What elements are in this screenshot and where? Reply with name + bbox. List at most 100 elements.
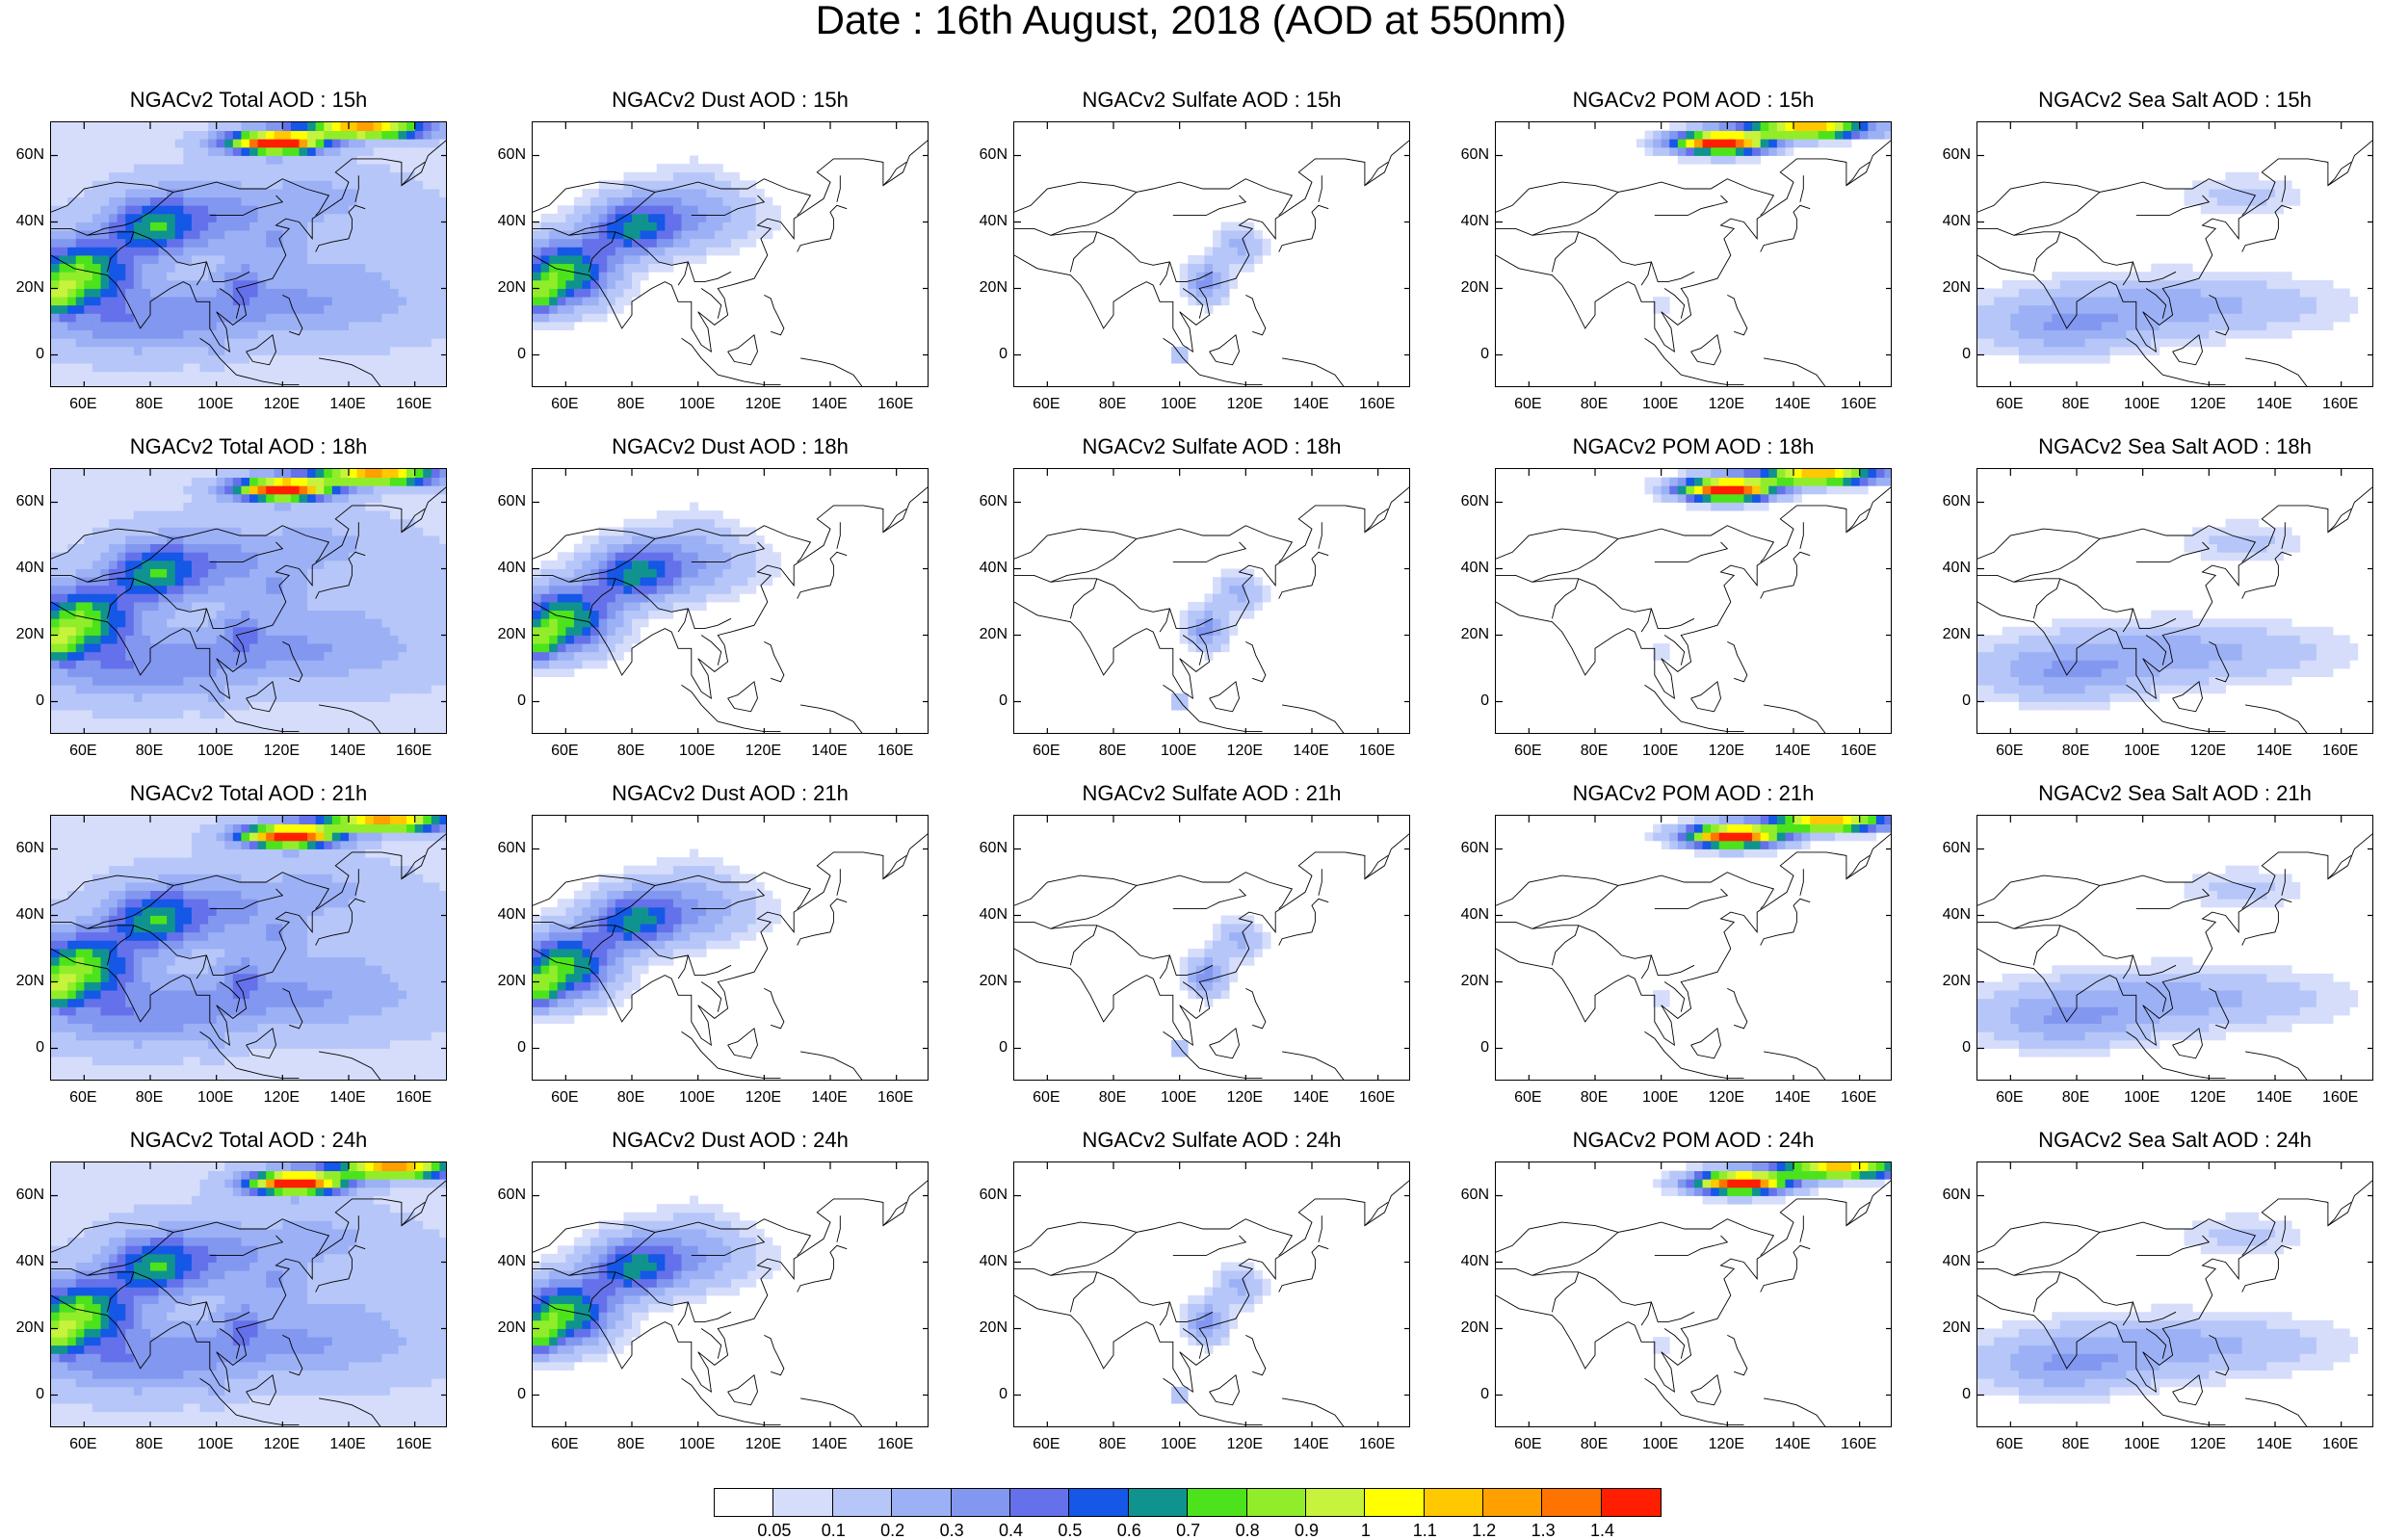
aod-cell <box>60 355 68 364</box>
aod-cell <box>432 478 440 486</box>
aod-cell <box>381 214 390 222</box>
aod-cell <box>142 272 150 280</box>
aod-cell <box>439 289 447 298</box>
aod-cell <box>2234 272 2242 280</box>
aod-cell <box>374 552 382 561</box>
x-tick-label: 100E <box>2118 397 2166 412</box>
aod-cell <box>92 330 101 339</box>
x-tick-label: 60E <box>59 397 107 412</box>
aod-cell <box>2010 280 2019 289</box>
aod-cell <box>641 519 649 528</box>
aod-cell <box>406 569 415 578</box>
aod-cell <box>349 618 357 627</box>
aod-cell <box>167 726 175 734</box>
aod-cell <box>439 535 447 544</box>
aod-cell <box>332 469 341 478</box>
aod-cell <box>1752 494 1761 503</box>
aod-cell <box>67 478 76 486</box>
aod-cell <box>67 189 76 197</box>
aod-cell <box>698 222 707 231</box>
aod-cell <box>266 485 275 494</box>
aod-cell <box>365 189 374 197</box>
aod-cell <box>167 205 175 214</box>
aod-cell <box>583 230 591 239</box>
aod-cell <box>2028 355 2036 364</box>
aod-cell <box>406 355 415 364</box>
aod-cell <box>340 289 349 298</box>
aod-cell <box>415 718 424 727</box>
map-panel <box>1976 121 2373 387</box>
aod-cell <box>1229 230 1238 239</box>
aod-cell <box>134 544 143 553</box>
aod-cell <box>607 618 615 627</box>
aod-cell <box>632 230 641 239</box>
aod-cell <box>590 264 599 273</box>
aod-cell <box>2192 313 2201 322</box>
aod-cell <box>101 379 110 387</box>
aod-cell <box>399 239 407 248</box>
aod-cell <box>399 347 407 355</box>
aod-cell <box>381 577 390 586</box>
aod-cell <box>332 668 341 677</box>
aod-cell <box>1986 347 1995 355</box>
aod-cell <box>541 239 550 248</box>
aod-cell <box>632 627 641 636</box>
aod-cell <box>125 636 134 644</box>
aod-cell <box>1703 503 1712 511</box>
aod-cell <box>101 197 110 206</box>
aod-cell <box>92 668 101 677</box>
aod-cell <box>324 230 332 239</box>
aod-cell <box>118 264 126 273</box>
aod-cell <box>84 297 92 305</box>
aod-cell <box>67 494 76 503</box>
aod-cell <box>84 156 92 165</box>
aod-cell <box>101 586 110 594</box>
y-tick-label: 60N <box>493 494 526 509</box>
aod-cell <box>415 147 424 156</box>
aod-cell <box>266 478 275 486</box>
aod-cell <box>682 561 691 569</box>
map-outline <box>2033 232 2059 272</box>
aod-cell <box>2266 205 2275 214</box>
aod-cell <box>349 652 357 661</box>
aod-cell <box>183 478 192 486</box>
aod-cell <box>406 710 415 718</box>
aod-cell <box>51 469 60 478</box>
aod-cell <box>1213 272 1221 280</box>
aod-cell <box>266 255 275 264</box>
aod-cell <box>266 305 275 314</box>
aod-cell <box>2093 338 2102 347</box>
aod-cell <box>423 147 432 156</box>
aod-cell <box>275 485 283 494</box>
aod-cell <box>224 264 233 273</box>
aod-cell <box>381 718 390 727</box>
aod-cell <box>101 510 110 519</box>
aod-cell <box>300 693 308 702</box>
aod-cell <box>109 519 118 528</box>
aod-cell <box>233 569 242 578</box>
aod-cell <box>92 156 101 165</box>
aod-cell <box>175 485 184 494</box>
aod-cell <box>690 172 698 181</box>
x-tick-label: 140E <box>805 397 853 412</box>
aod-cell <box>307 379 316 387</box>
aod-cell <box>390 280 399 289</box>
aod-cell <box>84 189 92 197</box>
aod-cell <box>282 338 291 347</box>
aod-cell <box>2077 338 2085 347</box>
aod-cell <box>1662 485 1670 494</box>
aod-cell <box>533 652 541 661</box>
aod-cell <box>249 710 258 718</box>
aod-map <box>51 122 447 387</box>
aod-cell <box>349 379 357 387</box>
aod-cell <box>76 652 85 661</box>
aod-cell <box>374 485 382 494</box>
aod-cell <box>1793 494 1802 503</box>
aod-cell <box>159 230 168 239</box>
aod-cell <box>282 668 291 677</box>
aod-cell <box>415 139 424 147</box>
aod-cell <box>316 693 325 702</box>
aod-cell <box>1711 503 1719 511</box>
aod-cell <box>390 660 399 668</box>
aod-field <box>1171 569 1270 711</box>
